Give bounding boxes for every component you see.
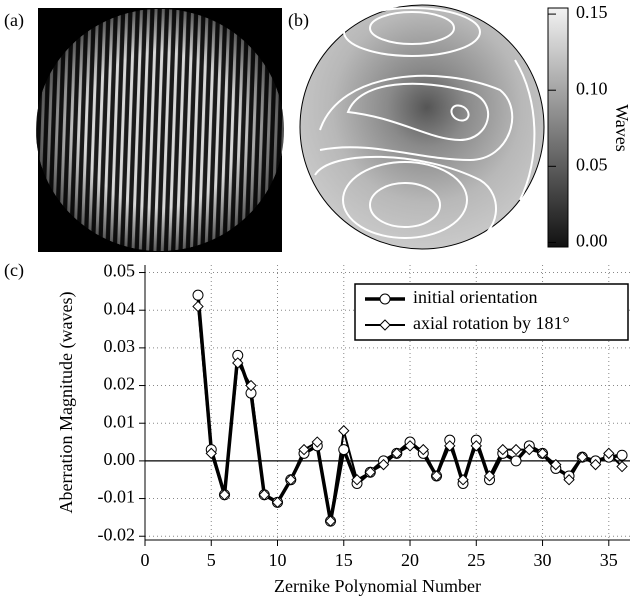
x-axis-title: Zernike Polynomial Number <box>274 576 481 596</box>
marker <box>616 460 628 473</box>
x-tick-label: 20 <box>401 550 419 570</box>
marker <box>218 489 231 501</box>
x-tick-label: 30 <box>534 550 552 570</box>
colorbar <box>547 7 569 248</box>
legend-marker <box>379 293 391 305</box>
colorbar-tick-label: 0.10 <box>576 78 608 98</box>
marker <box>311 436 323 448</box>
panel-label: (b) <box>288 10 309 31</box>
colorbar-tick-label: 0.05 <box>576 154 608 174</box>
x-tick-label: 10 <box>269 550 287 570</box>
marker <box>351 474 363 486</box>
marker <box>298 443 310 456</box>
marker <box>576 451 589 463</box>
panel-label: (a) <box>4 10 24 31</box>
y-tick-label: -0.01 <box>98 487 136 507</box>
y-tick-label: 0.00 <box>104 449 136 469</box>
marker <box>470 440 482 452</box>
marker <box>536 447 549 460</box>
legend-marker <box>379 319 391 331</box>
x-tick-label: 15 <box>335 550 353 570</box>
marker <box>192 300 204 313</box>
marker <box>417 443 429 456</box>
marker <box>523 443 535 456</box>
marker <box>589 458 602 471</box>
wavefront-map <box>299 4 545 250</box>
marker <box>497 443 509 456</box>
marker <box>364 466 376 478</box>
marker <box>483 470 496 482</box>
y-tick-label: 0.04 <box>104 298 136 318</box>
x-tick-label: 35 <box>600 550 618 570</box>
marker <box>205 447 217 460</box>
y-tick-label: 0.02 <box>104 374 136 394</box>
marker <box>258 489 270 501</box>
marker <box>285 474 297 486</box>
x-tick-label: 25 <box>467 550 485 570</box>
marker <box>430 470 443 482</box>
marker <box>563 474 575 486</box>
marker <box>232 357 244 369</box>
marker <box>271 496 284 509</box>
y-tick-label: 0.03 <box>104 336 136 356</box>
x-tick-label: 0 <box>141 550 150 570</box>
marker <box>444 440 456 452</box>
y-axis-title: Aberration Magnitude (waves) <box>56 292 77 514</box>
marker <box>550 458 562 471</box>
marker <box>338 444 350 456</box>
marker <box>603 447 615 460</box>
marker <box>338 425 350 437</box>
interferogram <box>36 9 284 251</box>
marker <box>391 447 403 460</box>
panel-label: (c) <box>4 260 24 281</box>
marker <box>457 474 469 486</box>
legend-label: initial orientation <box>413 287 537 307</box>
marker <box>324 515 337 527</box>
marker <box>616 449 628 461</box>
legend <box>354 283 629 341</box>
marker <box>510 455 522 467</box>
marker <box>245 379 257 392</box>
marker <box>510 443 522 456</box>
y-tick-label: -0.02 <box>98 524 136 544</box>
colorbar-tick-label: 0.00 <box>576 231 608 251</box>
colorbar-tick-label: 0.15 <box>576 2 608 22</box>
marker <box>192 289 204 301</box>
x-tick-label: 5 <box>207 550 216 570</box>
colorbar-label: Waves <box>612 104 632 152</box>
y-tick-label: 0.05 <box>104 261 136 281</box>
legend-label: axial rotation by 181° <box>413 313 570 333</box>
y-tick-label: 0.01 <box>104 411 136 431</box>
marker <box>377 458 390 471</box>
contours <box>314 7 536 243</box>
marker <box>404 440 416 452</box>
